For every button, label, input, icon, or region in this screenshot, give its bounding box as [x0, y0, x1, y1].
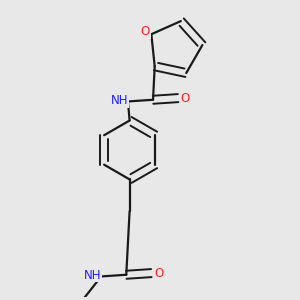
- Text: O: O: [141, 25, 150, 38]
- Text: NH: NH: [84, 268, 102, 282]
- Text: O: O: [181, 92, 190, 105]
- Text: NH: NH: [111, 94, 128, 107]
- Text: O: O: [154, 267, 163, 280]
